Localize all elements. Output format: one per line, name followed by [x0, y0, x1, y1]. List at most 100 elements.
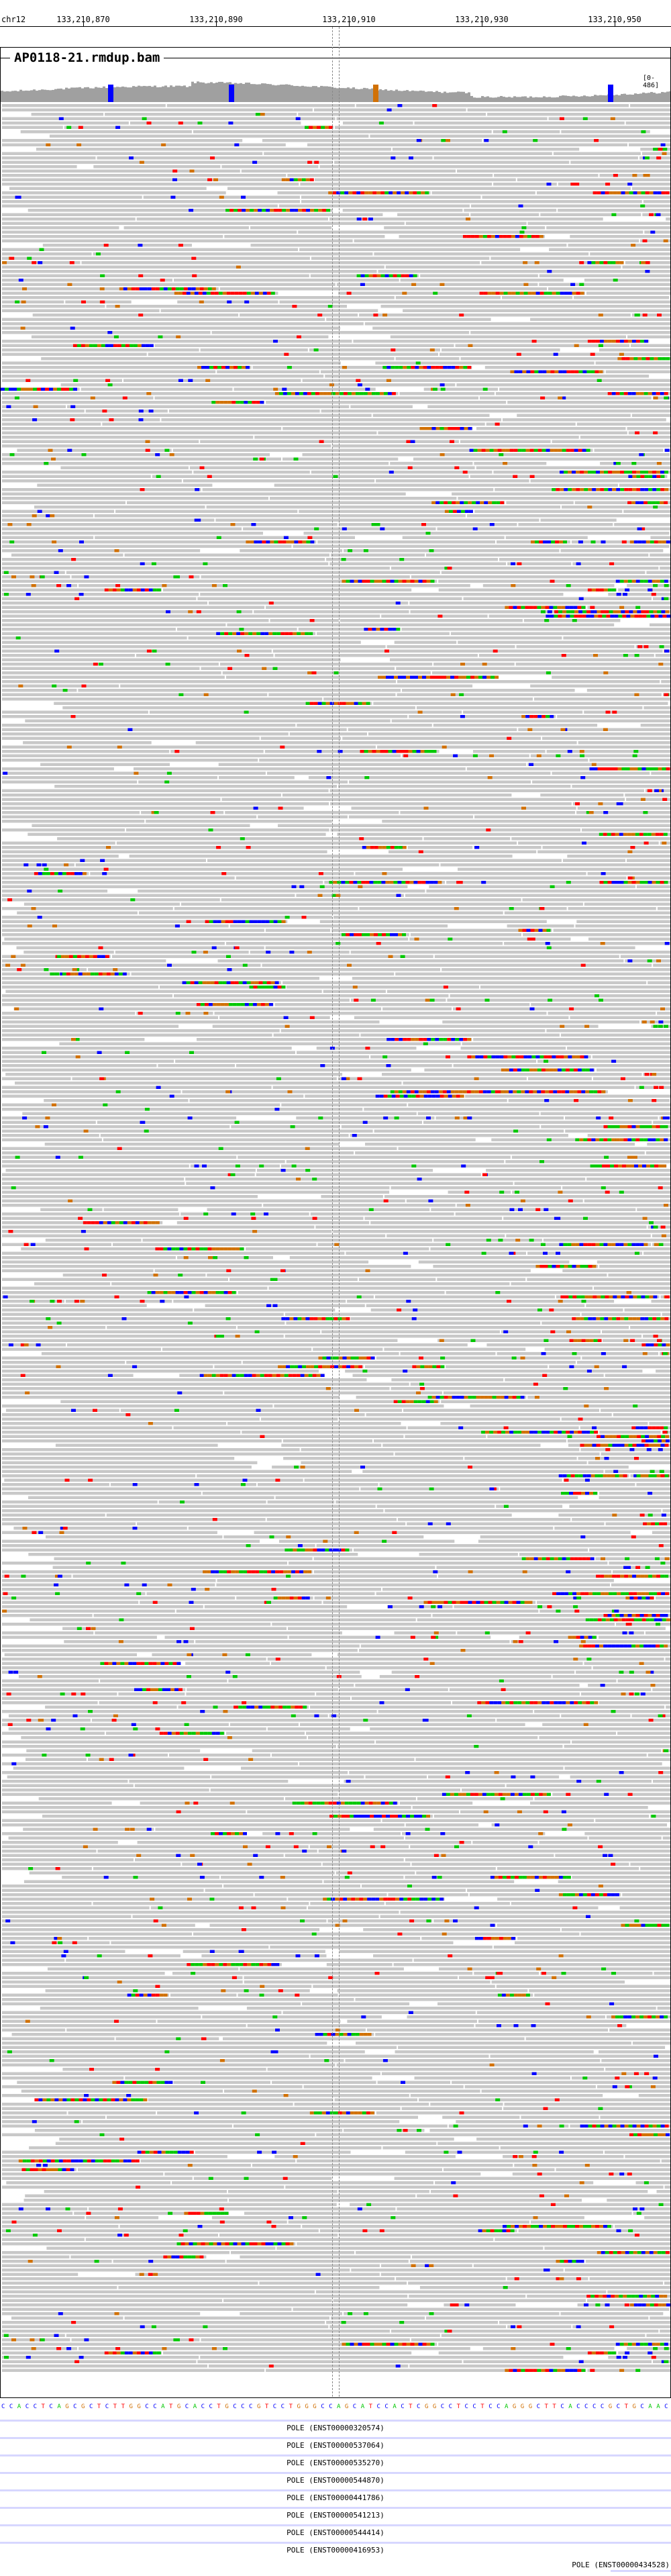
aligned-read[interactable]	[2, 1422, 227, 1425]
aligned-read[interactable]	[360, 1644, 612, 1648]
aligned-read[interactable]	[2, 204, 278, 208]
aligned-read[interactable]	[329, 562, 507, 566]
aligned-read[interactable]	[432, 671, 670, 675]
aligned-read[interactable]	[215, 518, 539, 522]
aligned-read[interactable]	[382, 1007, 452, 1011]
aligned-read[interactable]	[282, 457, 399, 461]
aligned-read[interactable]	[197, 1038, 472, 1041]
aligned-read[interactable]	[339, 1417, 560, 1421]
aligned-read[interactable]	[2, 178, 313, 182]
aligned-read[interactable]	[5, 1409, 119, 1413]
aligned-read[interactable]	[482, 1173, 670, 1177]
aligned-read[interactable]	[358, 1649, 670, 1652]
aligned-read[interactable]	[207, 1274, 607, 1277]
aligned-read[interactable]	[507, 401, 670, 404]
aligned-read[interactable]	[2, 649, 272, 653]
aligned-read[interactable]	[630, 1326, 670, 1329]
aligned-read[interactable]	[2, 1304, 147, 1308]
aligned-read[interactable]	[200, 440, 459, 444]
aligned-read[interactable]	[176, 1221, 370, 1225]
aligned-read[interactable]	[2, 667, 200, 671]
aligned-read[interactable]	[8, 1836, 404, 1840]
aligned-read[interactable]	[60, 383, 456, 387]
aligned-read[interactable]	[2, 663, 219, 666]
aligned-read[interactable]	[79, 584, 470, 587]
aligned-read[interactable]	[572, 785, 670, 788]
aligned-read[interactable]	[457, 169, 670, 173]
aligned-read[interactable]	[2, 820, 145, 823]
aligned-read[interactable]	[107, 1326, 236, 1329]
aligned-read[interactable]	[266, 1518, 397, 1521]
aligned-read[interactable]	[140, 1601, 322, 1605]
aligned-read[interactable]	[2, 567, 390, 570]
aligned-read[interactable]	[561, 130, 650, 134]
aligned-read[interactable]	[268, 693, 396, 697]
aligned-read[interactable]	[401, 628, 670, 631]
aligned-read[interactable]	[289, 1256, 670, 1259]
aligned-read[interactable]	[344, 1780, 652, 1783]
aligned-read[interactable]	[661, 680, 670, 683]
aligned-read[interactable]	[97, 1850, 317, 1853]
aligned-read[interactable]	[2, 1182, 185, 1186]
aligned-read[interactable]	[319, 165, 671, 169]
aligned-read[interactable]	[460, 1047, 566, 1050]
aligned-read[interactable]	[2, 1609, 175, 1613]
aligned-read[interactable]	[21, 1736, 307, 1739]
aligned-read[interactable]	[2, 1016, 219, 1020]
aligned-read[interactable]	[349, 780, 531, 784]
aligned-read[interactable]	[2, 898, 220, 902]
aligned-read[interactable]	[576, 811, 670, 814]
aligned-read[interactable]	[225, 811, 399, 814]
aligned-read[interactable]	[225, 942, 503, 945]
aligned-read[interactable]	[594, 1286, 670, 1290]
aligned-read[interactable]	[442, 348, 560, 352]
aligned-read[interactable]	[366, 1413, 612, 1417]
aligned-read[interactable]	[174, 279, 399, 282]
aligned-read[interactable]	[575, 924, 671, 928]
aligned-read[interactable]	[282, 1439, 372, 1443]
aligned-read[interactable]	[2, 942, 225, 945]
aligned-read[interactable]	[2, 1448, 300, 1451]
aligned-read[interactable]	[530, 1801, 670, 1805]
aligned-read[interactable]	[474, 510, 623, 514]
aligned-read[interactable]	[286, 1321, 541, 1325]
aligned-read[interactable]	[473, 1038, 670, 1041]
aligned-read[interactable]	[281, 1443, 382, 1447]
aligned-read[interactable]	[282, 794, 512, 797]
aligned-read[interactable]	[640, 239, 670, 243]
aligned-read[interactable]	[578, 1457, 671, 1460]
aligned-read[interactable]	[599, 1496, 670, 1500]
aligned-read[interactable]	[372, 414, 490, 418]
aligned-read[interactable]	[2, 1731, 105, 1735]
aligned-read[interactable]	[414, 122, 625, 125]
aligned-read[interactable]	[30, 1618, 416, 1622]
aligned-read[interactable]	[93, 252, 373, 256]
aligned-read[interactable]	[562, 1186, 670, 1190]
aligned-read[interactable]	[552, 1675, 670, 1678]
aligned-read[interactable]	[2, 1033, 272, 1037]
aligned-read[interactable]	[266, 401, 507, 404]
aligned-read[interactable]	[158, 1064, 235, 1067]
aligned-read[interactable]	[447, 998, 670, 1002]
aligned-read[interactable]	[570, 1775, 670, 1779]
aligned-read[interactable]	[2, 471, 193, 474]
aligned-read[interactable]	[278, 204, 470, 208]
aligned-read[interactable]	[202, 488, 494, 491]
aligned-read[interactable]	[321, 410, 670, 413]
aligned-read[interactable]	[514, 1182, 671, 1186]
aligned-read[interactable]	[287, 174, 493, 177]
aligned-read[interactable]	[2, 226, 119, 230]
aligned-read[interactable]	[336, 1500, 670, 1504]
aligned-read[interactable]	[289, 732, 367, 736]
aligned-read[interactable]	[599, 1265, 670, 1268]
aligned-read[interactable]	[78, 689, 401, 692]
aligned-read[interactable]	[289, 1635, 491, 1639]
aligned-read[interactable]	[441, 571, 646, 575]
aligned-read[interactable]	[542, 846, 671, 849]
aligned-read[interactable]	[370, 1221, 670, 1225]
aligned-read[interactable]	[247, 1810, 459, 1814]
aligned-read[interactable]	[500, 1487, 670, 1491]
aligned-read[interactable]	[362, 1470, 604, 1474]
aligned-read[interactable]	[2, 1596, 236, 1600]
aligned-read[interactable]	[21, 1247, 245, 1251]
